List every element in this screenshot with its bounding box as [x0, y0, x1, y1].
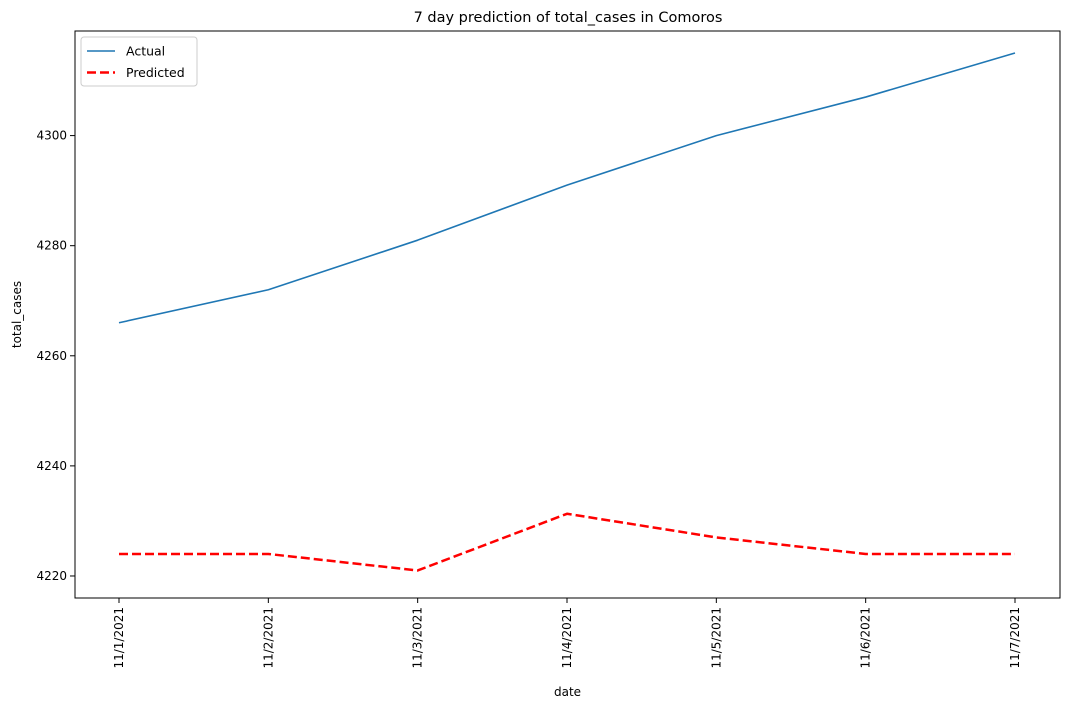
series-line-actual — [118, 52, 1016, 324]
y-tick-label: 4240 — [36, 459, 67, 473]
x-axis-title: date — [554, 685, 581, 699]
x-tick-label: 11/4/2021 — [560, 607, 574, 669]
x-tick-label: 11/5/2021 — [709, 607, 723, 669]
y-tick-label: 4220 — [36, 569, 67, 583]
x-tick-label: 11/3/2021 — [411, 607, 425, 669]
legend-label-predicted: Predicted — [126, 65, 185, 80]
legend-box — [80, 36, 198, 87]
series-line-predicted — [119, 512, 1015, 572]
chart-title: 7 day prediction of total_cases in Comor… — [414, 10, 723, 26]
x-axis: 11/1/2021 11/2/2021 11/3/2021 11/4/2021 11/5… — [112, 598, 1022, 669]
series-layer — [118, 52, 1016, 572]
x-tick-label: 11/1/2021 — [112, 607, 126, 669]
y-tick-label: 4300 — [36, 129, 67, 143]
y-tick-label: 4280 — [36, 239, 67, 253]
x-tick-label: 11/6/2021 — [859, 607, 873, 669]
legend: Actual Predicted — [80, 36, 198, 87]
y-tick-label: 4260 — [36, 349, 67, 363]
x-tick-label: 11/2/2021 — [261, 607, 275, 669]
y-axis-title: total_cases — [10, 281, 24, 348]
x-tick-label: 11/7/2021 — [1008, 607, 1022, 669]
legend-label-actual: Actual — [126, 44, 165, 59]
y-axis: 4220 4240 4260 4280 4300 — [36, 129, 75, 583]
